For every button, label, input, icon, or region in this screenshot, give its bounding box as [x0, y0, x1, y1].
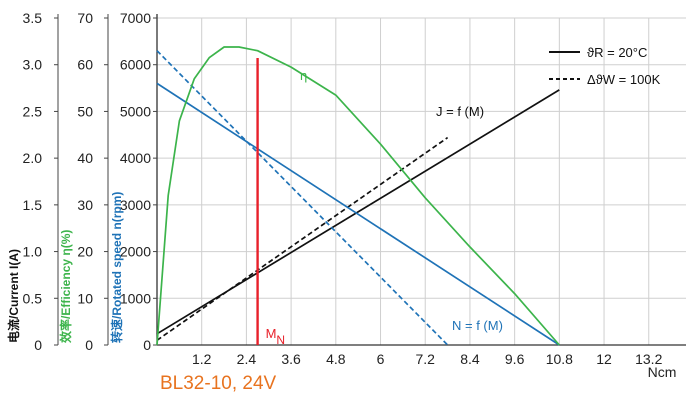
- legend: ϑR = 20°C ΔϑW = 100K: [549, 45, 661, 87]
- y-tick-label: 20: [77, 244, 93, 260]
- y-tick-label: 2.0: [23, 150, 43, 166]
- annotations: MN J = f (M) N = f (M) η: [256, 58, 503, 347]
- y-tick-label: 7000: [120, 10, 151, 26]
- y-tick-label: 4000: [120, 150, 151, 166]
- y-tick-label: 0.5: [23, 290, 43, 306]
- series-current-dashed: [156, 136, 449, 341]
- y-tick-label: 60: [77, 57, 93, 73]
- y-axis-title: 转速/Rotated speed n(rpm): [109, 192, 124, 343]
- y-axis-title: 效率/Efficiency η(%): [58, 230, 73, 343]
- y-tick-label: 10: [77, 290, 93, 306]
- x-tick-label: 8.4: [460, 351, 480, 367]
- rated-torque-label-sub: N: [276, 333, 285, 347]
- x-tick-label: 2.4: [237, 351, 257, 367]
- y-tick-label: 1.5: [23, 197, 43, 213]
- axes: 0 0.5 1.0 1.5 2.0 2.5 3.0 3.5 电流/Current I(A) 0 10…: [6, 10, 686, 380]
- y-tick-label: 2000: [120, 244, 151, 260]
- y-tick-label: 3000: [120, 197, 151, 213]
- series-efficiency-solid: [156, 46, 560, 346]
- y-tick-label: 0: [143, 337, 151, 353]
- y-axis-title-cn: 电流: [6, 319, 21, 343]
- x-tick-label: 4.8: [326, 351, 346, 367]
- speed-curve-label: N = f (M): [452, 318, 503, 333]
- x-tick-label: 12: [596, 351, 612, 367]
- x-tick-label: 1.2: [192, 351, 212, 367]
- y-tick-label: 1.0: [23, 244, 43, 260]
- rated-torque-label-main: M: [266, 326, 277, 341]
- y-axis-title-cn: 效率: [58, 319, 73, 343]
- y-tick-label: 30: [77, 197, 93, 213]
- x-tick-label: 13.2: [635, 351, 662, 367]
- efficiency-curve-label: η: [300, 68, 307, 83]
- y-tick-label: 3.0: [23, 57, 43, 73]
- series-lines: [156, 46, 560, 346]
- y-tick-label: 3.5: [23, 10, 43, 26]
- x-tick-label: 3.6: [281, 351, 301, 367]
- y-tick-label: 50: [77, 103, 93, 119]
- y-tick-label: 40: [77, 150, 93, 166]
- x-axis-unit: Ncm: [648, 364, 677, 380]
- legend-label-solid: ϑR = 20°C: [587, 45, 647, 60]
- rated-torque-label: MN: [266, 326, 286, 347]
- series-speed-solid: [156, 82, 560, 346]
- y-axis-title-cn: 转速: [109, 319, 124, 343]
- legend-label-dashed: ΔϑW = 100K: [587, 72, 661, 87]
- y-tick-label: 5000: [120, 103, 151, 119]
- motor-model-caption: BL32-10, 24V: [160, 373, 277, 394]
- y-tick-label: 0: [34, 337, 42, 353]
- current-curve-label: J = f (M): [436, 104, 484, 119]
- y-tick-label: 0: [85, 337, 93, 353]
- y-axis-title-en: /Rotated speed n(rpm): [110, 192, 124, 319]
- y-tick-label: 2.5: [23, 103, 43, 119]
- x-tick-label: 7.2: [415, 351, 435, 367]
- y-axis-title-en: /Current I(A): [7, 249, 21, 319]
- series-speed-dashed: [156, 50, 449, 346]
- y-tick-label: 6000: [120, 57, 151, 73]
- x-tick-label: 10.8: [546, 351, 573, 367]
- x-tick-label: 9.6: [505, 351, 525, 367]
- grid: [157, 17, 686, 345]
- y-axis-title-en: /Efficiency η(%): [59, 230, 73, 319]
- y-tick-label: 70: [77, 10, 93, 26]
- y-axis-title: 电流/Current I(A): [6, 249, 21, 343]
- y-tick-label: 1000: [120, 290, 151, 306]
- x-tick-label: 6: [377, 351, 385, 367]
